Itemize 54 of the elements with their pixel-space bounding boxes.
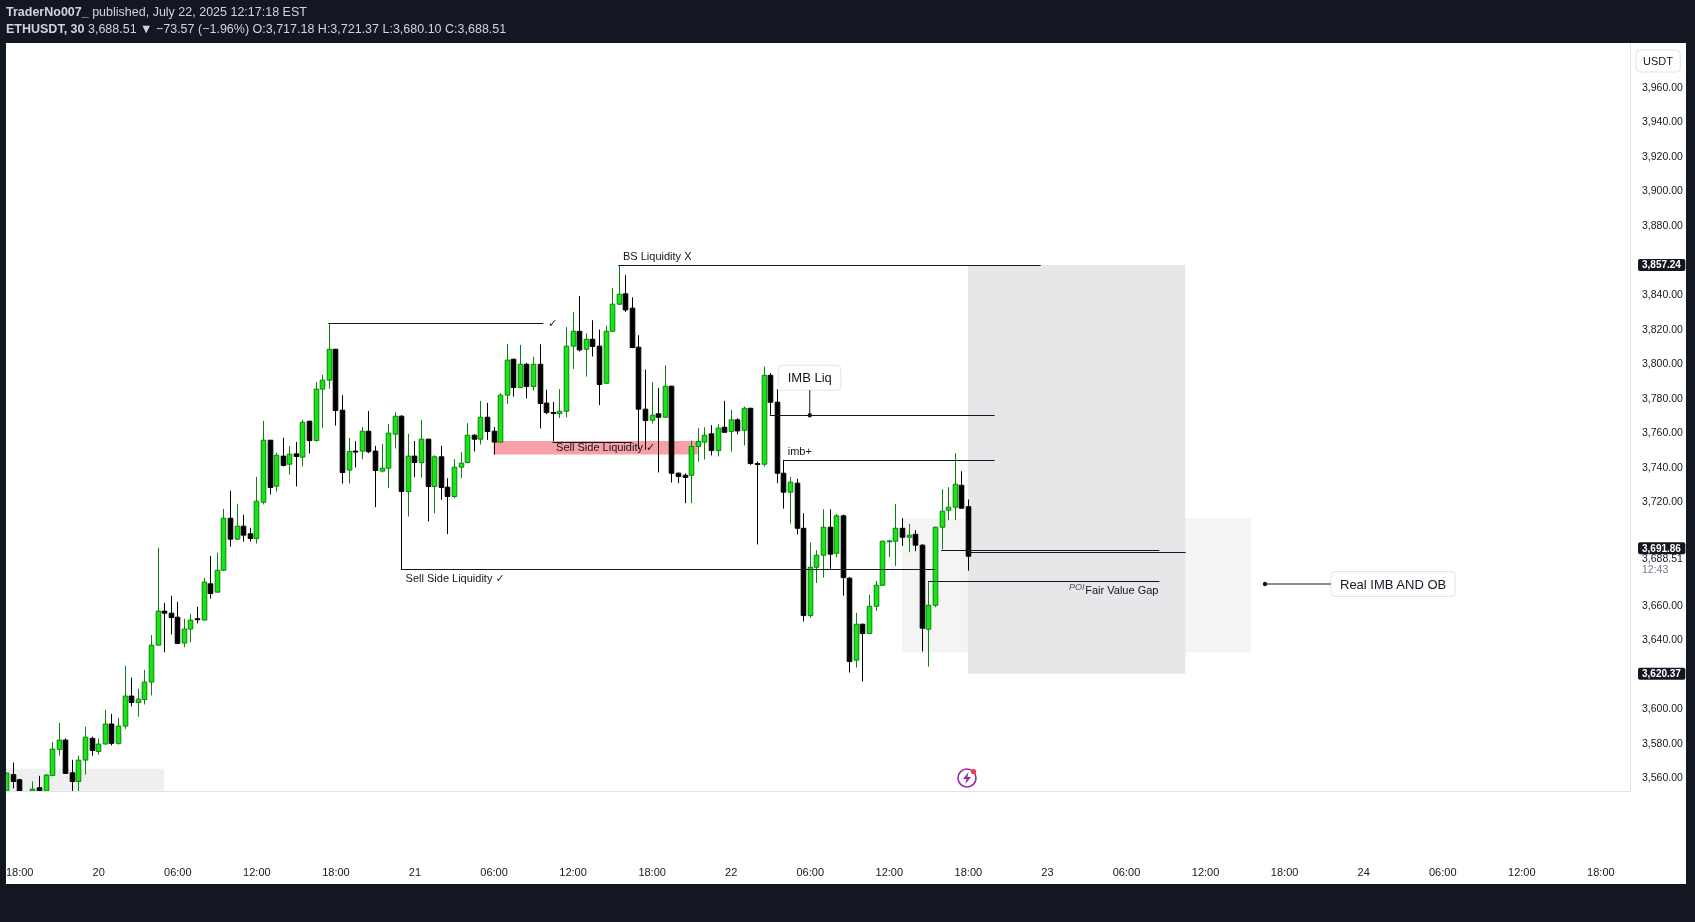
x-tick-label: 20 — [92, 865, 105, 878]
chart-subtitle: ETHUSDT, 30 3,688.51 ▼ −73.57 (−1.96%) O:3,717.18 H:3,721.37 L:3,680.10 C:3,688.51 — [6, 22, 507, 37]
x-tick-label: 12:00 — [243, 865, 271, 878]
y-tick-label: 3,880.00 — [1642, 219, 1684, 231]
y-tick-label: 3,920.00 — [1642, 149, 1684, 162]
y-tick-label: 3,820.00 — [1642, 322, 1684, 335]
y-tick-label: 3,660.00 — [1642, 598, 1684, 611]
x-tick-label: 21 — [408, 865, 422, 878]
annotation: BS Liquidity X — [623, 249, 693, 262]
x-tick-label: 12:00 — [1191, 865, 1220, 878]
y-tick-label: 3,940.00 — [1642, 115, 1684, 128]
x-tick-label: 23 — [1041, 865, 1054, 878]
y-tick-label: 3,960.00 — [1642, 80, 1684, 93]
y-tick-label: 3,760.00 — [1642, 426, 1684, 439]
y-tick-label: 3,640.00 — [1642, 633, 1684, 646]
x-tick-label: 06:00 — [1112, 865, 1141, 878]
y-tick-label: 3,900.00 — [1642, 184, 1684, 197]
y-axis-title: USDT — [1643, 54, 1674, 67]
x-tick-label: 18:00 — [5, 865, 34, 878]
x-tick-label: 06:00 — [164, 865, 192, 878]
x-tick-label: 12:00 — [1508, 865, 1536, 878]
y-tick-label: 3,840.00 — [1642, 288, 1684, 301]
x-tick-label: 18:00 — [638, 865, 666, 878]
x-tick-label: 12:00 — [559, 865, 587, 878]
x-tick-label: 18:00 — [1270, 865, 1299, 878]
y-tick-label: 3,740.00 — [1642, 460, 1684, 473]
y-tick-label: 3,560.00 — [1642, 771, 1684, 784]
x-tick-label: 06:00 — [1428, 865, 1457, 878]
y-tick-label: 3,691.86 — [1642, 542, 1682, 554]
annotation: IMB Liq — [787, 370, 832, 386]
x-tick-label: 18:00 — [1587, 865, 1615, 878]
annotation: Sell Side Liquidity ✓ — [405, 571, 505, 584]
x-tick-label: 22 — [725, 865, 738, 878]
y-tick-label: 3,600.00 — [1642, 702, 1684, 715]
y-tick-label: 3,800.00 — [1642, 357, 1684, 370]
x-tick-label: 18:00 — [954, 865, 983, 878]
x-tick-label: 06:00 — [796, 865, 825, 878]
x-tick-label: 18:00 — [322, 865, 350, 878]
y-tick-label: 3,857.24 — [1642, 259, 1682, 271]
x-tick-label: 12:00 — [875, 865, 904, 878]
annotation: ✓ — [547, 317, 558, 330]
text: 12:43 — [1642, 562, 1669, 575]
x-tick-label: 06:00 — [480, 865, 508, 878]
chart-title: TraderNo007_ published, July 22, 2025 12:17:18 EST — [6, 5, 308, 20]
annotation: imb+ — [787, 444, 812, 457]
annotation: POI — [1068, 582, 1085, 593]
y-tick-label: 3,620.37 — [1642, 668, 1682, 680]
x-tick-label: 24 — [1357, 865, 1370, 878]
y-tick-label: 3,720.00 — [1642, 495, 1684, 508]
annotation: Real IMB AND OB — [1340, 576, 1447, 592]
y-tick-label: 3,780.00 — [1642, 391, 1684, 404]
y-tick-label: 3,580.00 — [1642, 736, 1684, 749]
annotation: Sell Side Liquidity ✓ — [556, 441, 656, 454]
annotation: Fair Value Gap — [1085, 583, 1159, 596]
